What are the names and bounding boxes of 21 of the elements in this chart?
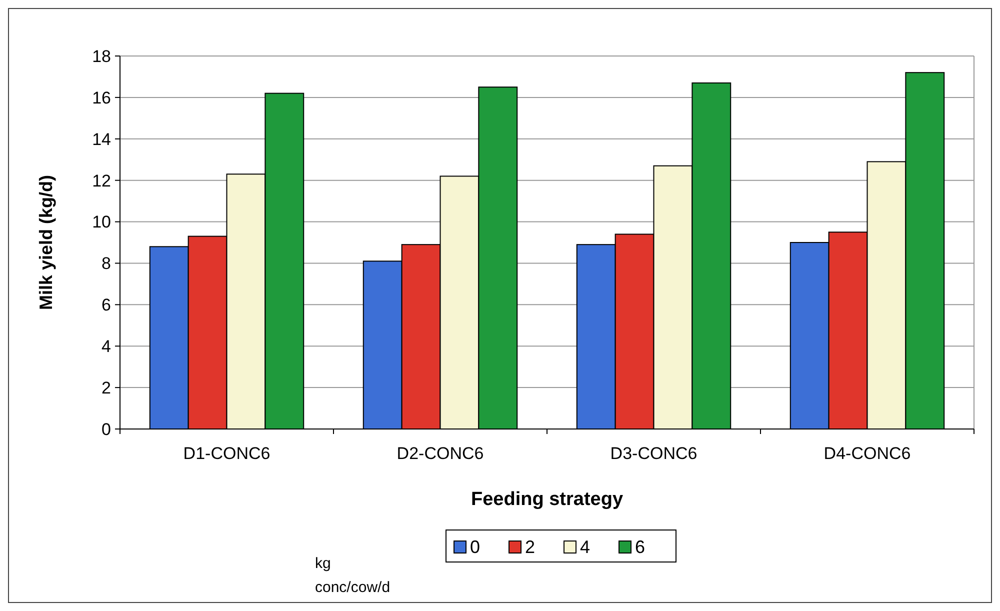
x-tick-label: D4-CONC6 [824,444,911,463]
legend-label: 4 [580,537,590,557]
y-tick-label: 12 [92,171,111,190]
legend-label: 6 [635,537,646,557]
y-axis-title: Milk yield (kg/d) [36,174,56,310]
legend-label: 2 [525,537,536,557]
y-tick-label: 14 [92,130,111,149]
y-tick-label: 6 [102,296,111,315]
legend-title: kg conc/cow/d [315,555,390,596]
y-tick-label: 8 [102,254,111,274]
y-tick-label: 16 [92,88,111,108]
x-axis-title: Feeding strategy [470,489,624,510]
x-tick-label: D2-CONC6 [396,444,484,463]
legend-label: 0 [470,537,480,557]
x-tick-label: D3-CONC6 [610,444,698,463]
y-tick-label: 18 [92,46,111,66]
y-tick-label: 10 [92,212,111,232]
y-tick-label: 0 [102,420,111,439]
y-tick-label: 4 [102,337,111,356]
x-tick-label: D1-CONC6 [183,444,270,463]
y-tick-label: 2 [102,378,111,398]
